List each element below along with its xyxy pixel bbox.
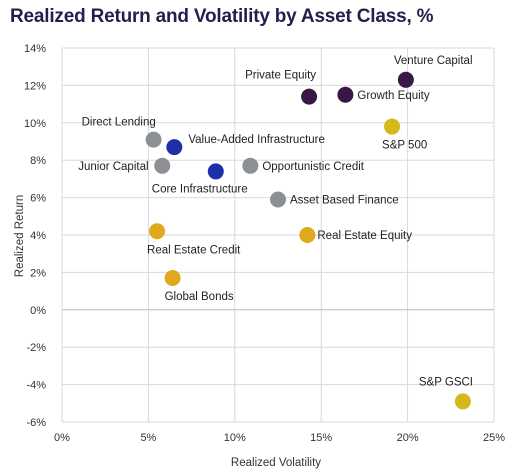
data-point	[145, 131, 162, 148]
data-point	[337, 86, 354, 103]
data-point	[384, 118, 401, 135]
data-point	[301, 88, 318, 105]
data-point	[270, 191, 286, 208]
x-tick-label: 20%	[397, 432, 419, 444]
data-point-label: Junior Capital	[78, 161, 148, 173]
data-point	[299, 227, 316, 243]
x-tick-label: 25%	[483, 432, 505, 444]
point-labels: Venture Capital Private Equity Growth Equi…	[78, 55, 473, 389]
data-point-label: Core Infrastructure	[152, 183, 248, 195]
x-tick-label: 15%	[310, 432, 332, 444]
y-tick-label: 4%	[30, 230, 46, 242]
data-point	[397, 71, 414, 88]
data-point	[164, 270, 181, 287]
data-point-label: Opportunistic Credit	[262, 161, 364, 173]
y-tick-label: -4%	[26, 380, 46, 392]
data-point-label: Direct Lending	[82, 117, 156, 129]
y-tick-label: 10%	[24, 118, 46, 130]
y-tick-label: 8%	[30, 155, 46, 167]
x-tick-label: 10%	[224, 432, 246, 444]
data-point-label: S&P GSCI	[419, 376, 473, 388]
data-point	[154, 157, 171, 174]
grid-lines	[61, 47, 495, 423]
data-point-label: S&P 500	[382, 140, 427, 152]
data-point	[242, 157, 259, 174]
data-points	[145, 71, 471, 410]
y-tick-label: 14%	[24, 43, 46, 55]
data-point-label: Global Bonds	[165, 291, 234, 303]
data-point	[149, 223, 166, 240]
data-point-label: Private Equity	[245, 70, 316, 82]
x-tick-label: 5%	[140, 432, 156, 444]
y-tick-label: 12%	[24, 80, 46, 92]
x-axis-ticks: 0% 5% 10% 15% 20% 25%	[54, 432, 505, 444]
y-tick-label: -6%	[26, 417, 46, 429]
data-point-label: Real Estate Equity	[317, 230, 412, 242]
data-point	[454, 393, 471, 410]
x-tick-label: 0%	[54, 432, 70, 444]
y-tick-label: 2%	[30, 267, 46, 279]
data-point-label: Asset Based Finance	[290, 194, 399, 206]
chart-title: Realized Return and Volatility by Asset …	[10, 6, 434, 27]
data-point	[207, 163, 224, 180]
data-point	[166, 139, 183, 156]
data-point-label: Growth Equity	[357, 90, 429, 102]
y-axis-label: Realized Return	[14, 195, 26, 277]
y-tick-label: 6%	[30, 193, 46, 205]
y-tick-label: -2%	[26, 342, 46, 354]
x-axis-label: Realized Volatility	[231, 457, 321, 469]
data-point-label: Value-Added Infrastructure	[188, 134, 325, 146]
y-axis-ticks: 14% 12% 10% 8% 6% 4% 2% 0% -2% -4% -6%	[24, 43, 46, 429]
data-point-label: Venture Capital	[394, 55, 473, 67]
data-point-label: Real Estate Credit	[147, 244, 241, 256]
y-tick-label: 0%	[30, 305, 46, 317]
